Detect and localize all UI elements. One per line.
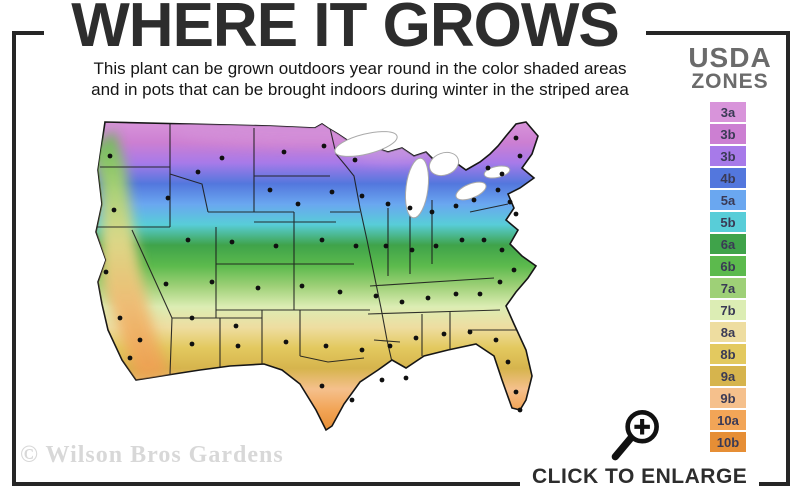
zone-chip-5b: 5b: [710, 212, 746, 232]
zone-chip-3b: 3b: [710, 146, 746, 166]
zone-legend-list: 3a 3b 3b 4b 5a 5b 6a 6b 7a 7b 8a 8b 9a 9b 10a 10b: [710, 102, 746, 454]
great-lakes: [334, 131, 511, 219]
legend-title: USDA ZONES: [680, 44, 780, 93]
zone-chip-8a: 8a: [710, 322, 746, 342]
subtitle: This plant can be grown outdoors year ro…: [60, 58, 660, 100]
subtitle-line-2: and in pots that can be brought indoors …: [91, 80, 629, 99]
us-map-outline: [95, 121, 539, 432]
west-coast-warm-band: [96, 130, 170, 380]
zone-chip-9b: 9b: [710, 388, 746, 408]
zone-chip-7b: 7b: [710, 300, 746, 320]
city-dots: [103, 135, 523, 413]
zone-chip-8b: 8b: [710, 344, 746, 364]
page-title: WHERE IT GROWS: [44, 0, 646, 57]
legend-title-usda: USDA: [688, 42, 772, 73]
state-borders: [96, 124, 516, 375]
click-to-enlarge-button[interactable]: CLICK TO ENLARGE: [520, 462, 760, 494]
zone-chip-3b: 3b: [710, 124, 746, 144]
watermark: © Wilson Bros Gardens: [20, 442, 284, 468]
zone-chip-6b: 6b: [710, 256, 746, 276]
legend-title-zones: ZONES: [691, 70, 769, 93]
zone-chip-7a: 7a: [710, 278, 746, 298]
zone-chip-6a: 6a: [710, 234, 746, 254]
zone-chip-5a: 5a: [710, 190, 746, 210]
northern-pink-band: [175, 122, 445, 145]
magnifying-glass-plus-icon[interactable]: [606, 403, 670, 465]
zone-chip-10a: 10a: [710, 410, 746, 430]
usda-zone-map: [95, 121, 539, 432]
subtitle-line-1: This plant can be grown outdoors year ro…: [93, 59, 627, 78]
zone-chip-3a: 3a: [710, 102, 746, 122]
zone-chip-10b: 10b: [710, 432, 746, 452]
zone-chip-9a: 9a: [710, 366, 746, 386]
zone-chip-4b: 4b: [710, 168, 746, 188]
